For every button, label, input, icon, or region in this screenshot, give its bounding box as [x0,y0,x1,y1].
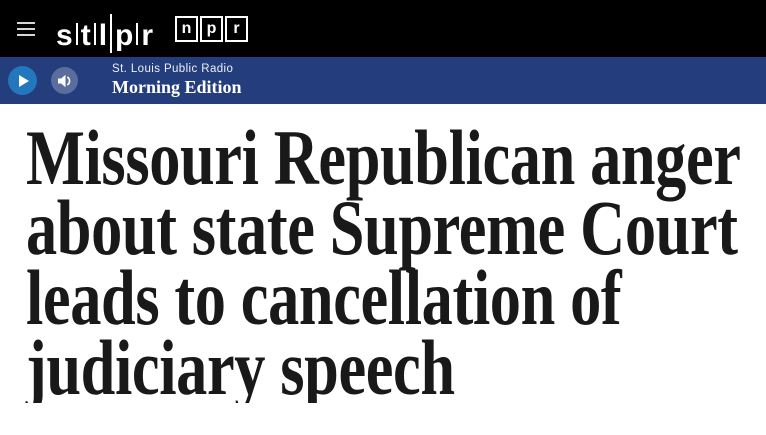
article-headline: Missouri Republican anger about state Su… [26,114,741,404]
speaker-icon [58,74,71,87]
stlpr-letter: l [98,19,108,52]
logo-divider [75,23,78,45]
npr-letter: r [233,19,240,37]
logo-divider [136,23,139,45]
npr-letter: p [206,19,217,37]
npr-logo-box: p [200,15,224,42]
hamburger-menu-icon[interactable] [17,21,35,36]
stlpr-letter: r [141,19,154,52]
logo-divider-tall [110,14,113,53]
volume-button[interactable] [51,67,78,94]
now-playing-info: St. Louis Public Radio Morning Edition [112,63,242,98]
stlpr-logo[interactable]: s t l p r [56,6,154,53]
audio-player-bar: St. Louis Public Radio Morning Edition [0,57,766,104]
npr-logo-box: r [225,15,249,42]
article-main: Missouri Republican anger about state Su… [0,104,766,404]
program-title: Morning Edition [112,77,242,97]
play-icon [19,74,29,87]
logo-divider [93,23,96,45]
stlpr-letter: t [80,19,91,52]
stlpr-letter: p [115,19,134,52]
stlpr-letter: s [56,19,73,52]
npr-letter: n [181,19,192,37]
station-name: St. Louis Public Radio [112,63,234,75]
site-header: s t l p r n p r [0,0,766,57]
npr-logo[interactable]: n p r [175,15,249,42]
play-button[interactable] [8,66,37,95]
npr-logo-box: n [175,15,199,42]
